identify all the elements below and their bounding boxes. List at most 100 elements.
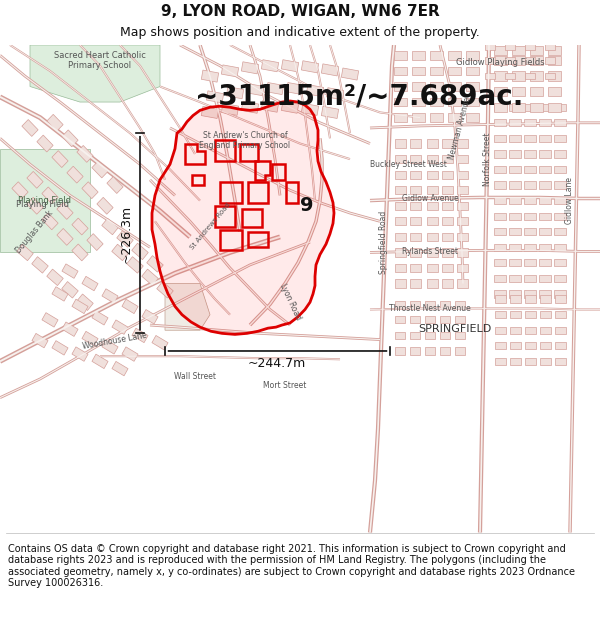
Bar (394, 98, 407, 106)
Text: SPRINGFIELD: SPRINGFIELD (418, 324, 491, 334)
Bar (410, 332, 420, 339)
Bar (440, 348, 450, 354)
Bar (509, 150, 521, 158)
Bar (455, 316, 465, 324)
Bar (430, 82, 443, 91)
Bar (530, 56, 542, 65)
Bar (395, 139, 406, 148)
Bar (494, 296, 505, 302)
Bar (62, 264, 78, 278)
Bar (539, 135, 551, 142)
Text: St Andrews Road: St Andrews Road (189, 202, 231, 251)
Bar (226, 87, 244, 99)
Bar (448, 114, 461, 122)
Bar (466, 82, 479, 91)
Bar (142, 309, 158, 324)
Bar (425, 348, 435, 354)
Bar (524, 311, 536, 318)
Bar (322, 106, 338, 119)
Bar (524, 119, 536, 126)
Bar (511, 46, 524, 55)
Bar (466, 51, 479, 59)
Bar (539, 342, 551, 349)
Bar (221, 103, 239, 116)
Bar (494, 342, 505, 349)
Bar (524, 275, 536, 282)
Bar (427, 217, 437, 226)
Bar (112, 320, 128, 334)
Bar (554, 104, 566, 111)
Bar (442, 264, 452, 272)
Bar (142, 269, 158, 286)
Bar (548, 71, 560, 81)
Bar (442, 279, 452, 288)
Text: Woodhouse Lane: Woodhouse Lane (82, 331, 148, 351)
Bar (42, 312, 58, 327)
Bar (430, 98, 443, 106)
Bar (457, 186, 467, 194)
Bar (554, 259, 566, 266)
Bar (440, 316, 450, 324)
Bar (505, 73, 515, 79)
Bar (548, 46, 560, 55)
Bar (525, 44, 535, 50)
Bar (425, 301, 435, 308)
Bar (554, 150, 566, 158)
Bar (427, 139, 437, 148)
Bar (530, 87, 542, 96)
Bar (52, 151, 68, 168)
Bar (47, 114, 63, 131)
Bar (82, 182, 98, 199)
Bar (466, 98, 479, 106)
Bar (42, 213, 58, 230)
Bar (132, 243, 148, 259)
Bar (511, 71, 524, 81)
Bar (539, 244, 551, 251)
Bar (122, 299, 138, 314)
Bar (62, 322, 78, 336)
Bar (281, 60, 299, 72)
Text: ~244.7m: ~244.7m (248, 357, 306, 370)
Bar (509, 275, 521, 282)
Bar (102, 289, 118, 303)
Bar (62, 281, 78, 298)
Bar (72, 347, 88, 361)
Bar (322, 64, 338, 76)
Bar (554, 342, 566, 349)
Bar (524, 290, 536, 298)
Bar (77, 146, 93, 162)
Bar (266, 82, 284, 94)
Bar (341, 68, 359, 80)
Bar (466, 114, 479, 122)
Bar (545, 44, 555, 50)
Bar (545, 73, 555, 79)
FancyBboxPatch shape (0, 149, 90, 253)
Bar (410, 348, 420, 354)
Bar (554, 213, 566, 220)
Bar (442, 232, 452, 241)
Bar (87, 234, 103, 251)
Bar (62, 130, 78, 147)
Bar (82, 276, 98, 291)
Bar (539, 150, 551, 158)
Bar (57, 202, 73, 219)
Bar (554, 327, 566, 334)
Bar (524, 213, 536, 220)
Bar (427, 171, 437, 179)
Bar (554, 244, 566, 251)
Bar (509, 342, 521, 349)
Bar (412, 67, 425, 75)
Bar (493, 87, 506, 96)
Bar (524, 244, 536, 251)
Text: ~31115m²/~7.689ac.: ~31115m²/~7.689ac. (195, 83, 523, 111)
Bar (493, 56, 506, 65)
Bar (42, 187, 58, 204)
Bar (455, 348, 465, 354)
Bar (554, 119, 566, 126)
Bar (92, 354, 108, 369)
Bar (539, 166, 551, 173)
Bar (442, 139, 452, 148)
Bar (539, 327, 551, 334)
Bar (545, 58, 555, 64)
Bar (493, 71, 506, 81)
